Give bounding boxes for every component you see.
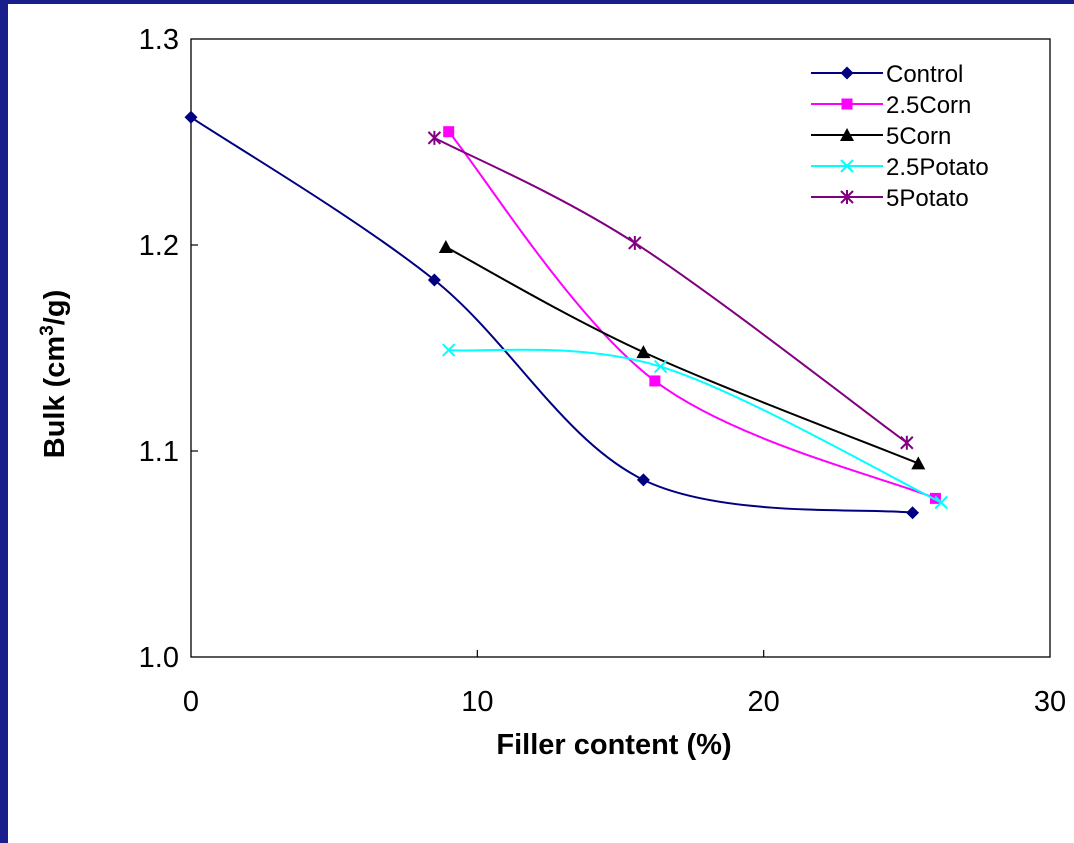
y-axis-label-main: Bulk (cm bbox=[39, 336, 71, 458]
data-point bbox=[842, 99, 853, 110]
legend-label: 2.5Potato bbox=[886, 154, 989, 181]
line-chart: 0 10 20 30 1.0 1.1 1.2 1.3 Control 2.5Corn 5Corn 2… bbox=[8, 4, 1074, 843]
x-tick-label: 0 bbox=[183, 686, 199, 718]
chart-frame: 0 10 20 30 1.0 1.1 1.2 1.3 Control 2.5Corn 5Corn 2… bbox=[8, 4, 1074, 843]
y-tick-label: 1.3 bbox=[139, 24, 179, 56]
data-point bbox=[649, 375, 660, 386]
y-tick-label: 1.1 bbox=[139, 436, 179, 468]
data-point bbox=[443, 126, 454, 137]
legend-label: 2.5Corn bbox=[886, 92, 971, 119]
y-tick-label: 1.2 bbox=[139, 230, 179, 262]
x-tick-label: 20 bbox=[748, 686, 780, 718]
y-axis-label-sup: 3 bbox=[37, 325, 58, 336]
y-axis-label-end: /g) bbox=[39, 290, 71, 325]
legend-label: 5Corn bbox=[886, 123, 951, 150]
y-axis-label: Bulk (cm3/g) bbox=[37, 290, 71, 459]
x-tick-label: 30 bbox=[1034, 686, 1066, 718]
x-tick-label: 10 bbox=[461, 686, 493, 718]
legend-label: 5Potato bbox=[886, 185, 969, 212]
legend-label: Control bbox=[886, 61, 963, 88]
x-axis-label: Filler content (%) bbox=[496, 729, 731, 761]
y-tick-label: 1.0 bbox=[139, 642, 179, 674]
